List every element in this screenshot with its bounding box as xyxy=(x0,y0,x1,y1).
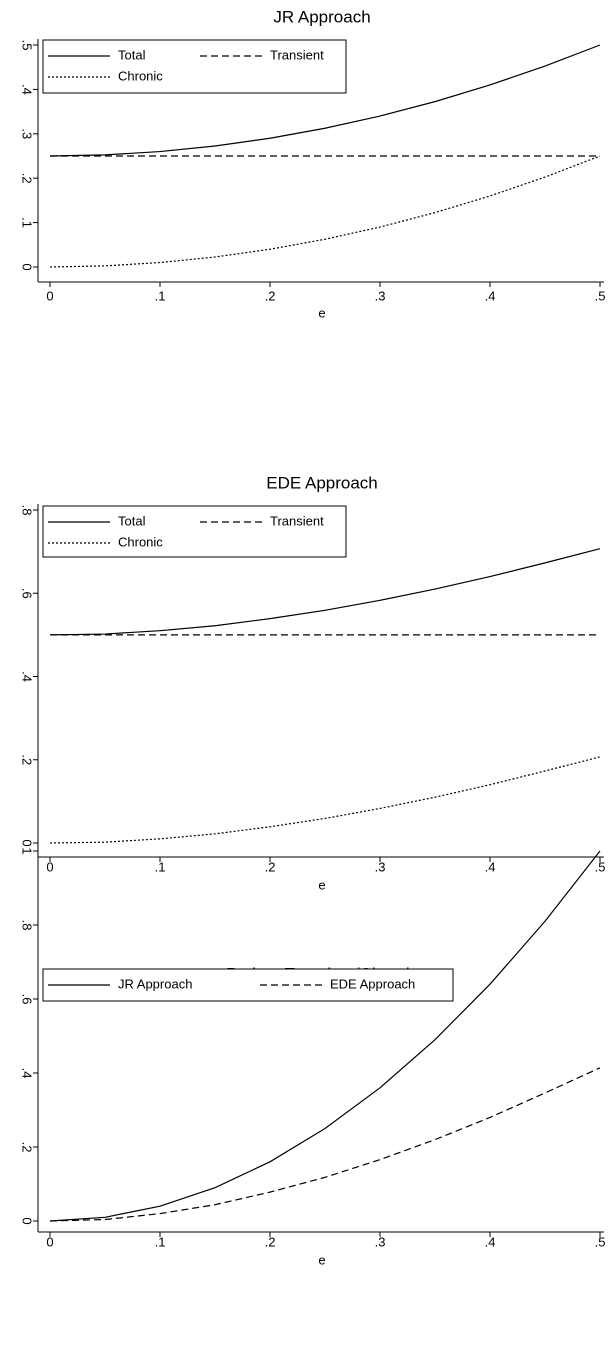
y-tick-label: .5 xyxy=(20,40,35,51)
x-tick-label: .2 xyxy=(265,1234,276,1249)
x-tick-label: .4 xyxy=(485,1234,496,1249)
line-series xyxy=(49,44,601,157)
y-tick-label: .2 xyxy=(20,1142,35,1153)
x-tick-label: 0 xyxy=(46,288,53,303)
legend-box xyxy=(42,968,454,1002)
y-tick-label: 0 xyxy=(20,263,35,270)
line-series xyxy=(49,155,601,268)
line-series xyxy=(49,548,601,636)
line-series xyxy=(49,1067,601,1222)
x-tick-label: .5 xyxy=(595,859,606,874)
x-tick-label: 0 xyxy=(46,1234,53,1249)
x-tick-label: 0 xyxy=(46,859,53,874)
chart-title: EDE Approach xyxy=(266,473,378,492)
y-tick-label: 0 xyxy=(20,1217,35,1224)
legend-box xyxy=(42,505,347,558)
x-axis-label: e xyxy=(318,1252,325,1267)
x-tick-label: .1 xyxy=(155,859,166,874)
y-tick-label: .4 xyxy=(20,84,35,95)
legend-label: Transient xyxy=(270,47,324,62)
y-tick-label: 1 xyxy=(20,847,35,854)
y-tick-label: .1 xyxy=(20,217,35,228)
legend-label: Total xyxy=(118,47,146,62)
x-tick-label: .5 xyxy=(595,288,606,303)
y-tick-label: .4 xyxy=(20,671,35,682)
y-tick-label: 0 xyxy=(20,839,35,846)
y-tick-label: .6 xyxy=(20,588,35,599)
y-tick-label: .2 xyxy=(20,754,35,765)
legend-label: Total xyxy=(118,513,146,528)
x-tick-label: .4 xyxy=(485,288,496,303)
y-tick-label: .3 xyxy=(20,128,35,139)
chart-title: JR Approach xyxy=(273,7,370,26)
legend-label: Chronic xyxy=(118,68,163,83)
legend-label: Chronic xyxy=(118,534,163,549)
y-tick-label: .2 xyxy=(20,173,35,184)
x-tick-label: .3 xyxy=(375,288,386,303)
x-tick-label: .4 xyxy=(485,859,496,874)
x-tick-label: .2 xyxy=(265,859,276,874)
x-tick-label: .3 xyxy=(375,859,386,874)
x-tick-label: .5 xyxy=(595,1234,606,1249)
x-tick-label: .3 xyxy=(375,1234,386,1249)
x-axis-label: e xyxy=(318,877,325,892)
y-tick-label: .8 xyxy=(20,920,35,931)
line-series xyxy=(49,850,601,1222)
x-axis-label: e xyxy=(318,305,325,320)
legend-label: EDE Approach xyxy=(330,976,415,991)
line-series xyxy=(49,756,601,844)
legend-label: JR Approach xyxy=(118,976,192,991)
x-tick-label: .2 xyxy=(265,288,276,303)
y-tick-label: .8 xyxy=(20,505,35,516)
x-tick-label: .1 xyxy=(155,288,166,303)
x-tick-label: .1 xyxy=(155,1234,166,1249)
y-tick-label: .4 xyxy=(20,1068,35,1079)
legend-label: Transient xyxy=(270,513,324,528)
legend-box xyxy=(42,39,347,94)
y-tick-label: .6 xyxy=(20,994,35,1005)
